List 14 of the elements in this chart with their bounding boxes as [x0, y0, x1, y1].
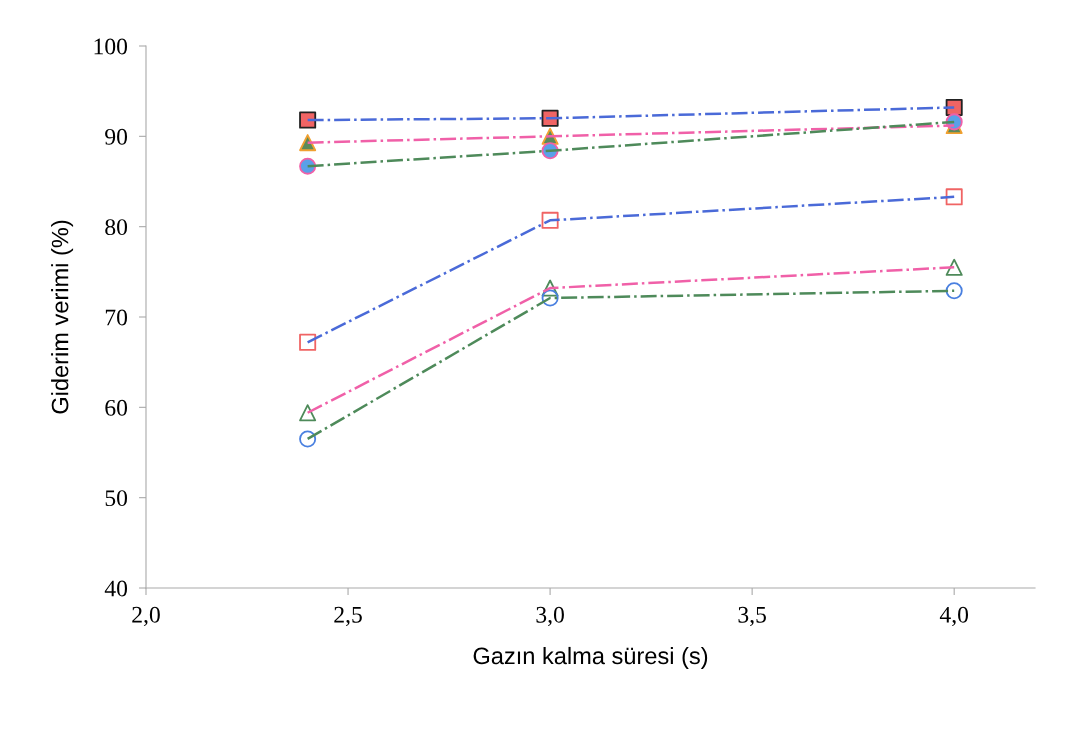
- y-tick-label: 60: [105, 399, 128, 416]
- y-tick-label: 40: [104, 580, 128, 597]
- x-tick-label: 2,0: [132, 606, 160, 627]
- x-tick-label: 4,0: [939, 606, 969, 627]
- y-tick-label: 90: [105, 128, 128, 145]
- y-tick-label: 70: [105, 309, 128, 326]
- x-tick-label: 3,0: [536, 606, 564, 627]
- x-axis-title: Gazın kalma süresi (s): [473, 646, 708, 669]
- y-tick-label: 80: [105, 219, 128, 236]
- x-tick-label: 3,5: [738, 606, 766, 627]
- x-tick-label: 2,5: [334, 606, 362, 627]
- y-tick-label: 50: [105, 490, 128, 507]
- y-axis-title: Giderim verimi (%): [51, 220, 74, 414]
- y-tick-label: 100: [94, 38, 128, 55]
